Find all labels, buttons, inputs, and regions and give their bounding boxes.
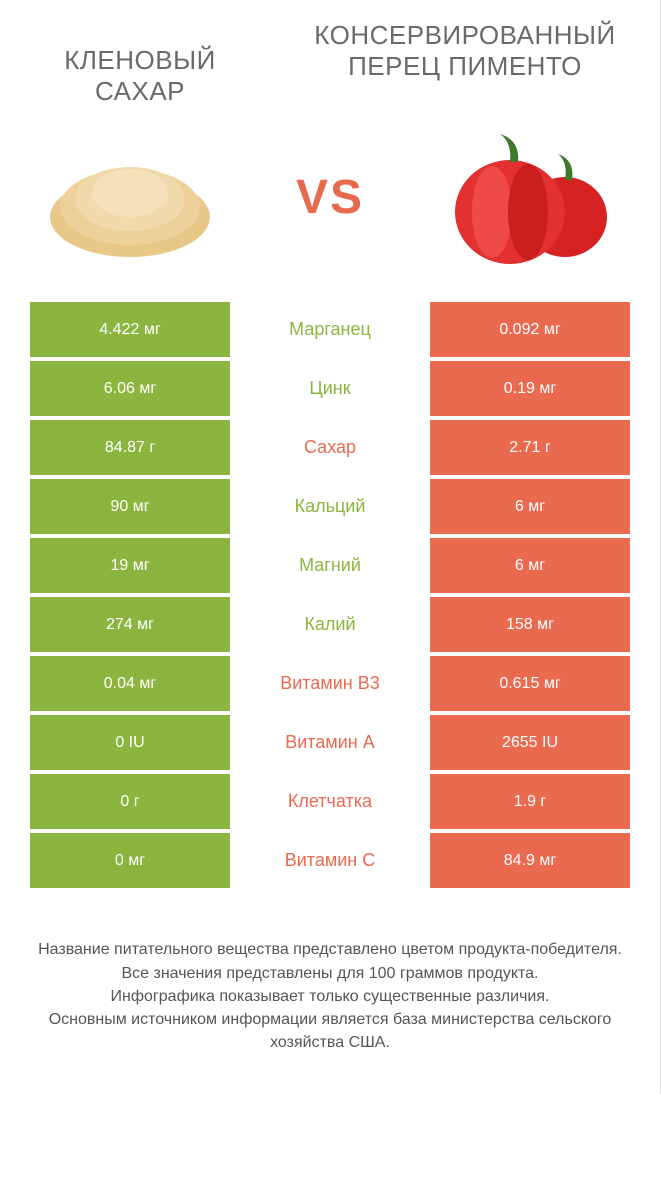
right-value: 84.9 мг xyxy=(430,833,630,888)
nutrient-label: Калий xyxy=(230,597,430,652)
left-value: 84.87 г xyxy=(30,420,230,475)
left-value: 274 мг xyxy=(30,597,230,652)
footer-text: Название питательного вещества представл… xyxy=(30,938,630,1054)
right-value: 0.615 мг xyxy=(430,656,630,711)
images-row: VS xyxy=(30,122,630,272)
left-value: 4.422 мг xyxy=(30,302,230,357)
table-row: 0.04 мгВитамин B30.615 мг xyxy=(30,656,630,711)
left-value: 90 мг xyxy=(30,479,230,534)
right-value: 2.71 г xyxy=(430,420,630,475)
right-value: 2655 IU xyxy=(430,715,630,770)
header: Кленовый сахар Консервированный перец Пи… xyxy=(30,20,630,107)
right-value: 0.092 мг xyxy=(430,302,630,357)
left-value: 6.06 мг xyxy=(30,361,230,416)
left-value: 19 мг xyxy=(30,538,230,593)
infographic-container: Кленовый сахар Консервированный перец Пи… xyxy=(0,0,661,1094)
table-row: 0 гКлетчатка1.9 г xyxy=(30,774,630,829)
left-value: 0 г xyxy=(30,774,230,829)
left-value: 0 мг xyxy=(30,833,230,888)
footer-line: Название питательного вещества представл… xyxy=(30,938,630,961)
footer-line: Все значения представлены для 100 граммо… xyxy=(30,962,630,985)
table-row: 4.422 мгМарганец0.092 мг xyxy=(30,302,630,357)
right-product-title: Консервированный перец Пименто xyxy=(300,20,630,82)
nutrient-label: Магний xyxy=(230,538,430,593)
nutrient-label: Сахар xyxy=(230,420,430,475)
comparison-table: 4.422 мгМарганец0.092 мг6.06 мгЦинк0.19 … xyxy=(30,302,630,888)
left-product-image xyxy=(30,122,230,272)
right-value: 6 мг xyxy=(430,538,630,593)
nutrient-label: Марганец xyxy=(230,302,430,357)
right-value: 1.9 г xyxy=(430,774,630,829)
table-row: 6.06 мгЦинк0.19 мг xyxy=(30,361,630,416)
right-product-image xyxy=(430,122,630,272)
table-row: 90 мгКальций6 мг xyxy=(30,479,630,534)
nutrient-label: Витамин C xyxy=(230,833,430,888)
nutrient-label: Кальций xyxy=(230,479,430,534)
nutrient-label: Клетчатка xyxy=(230,774,430,829)
left-value: 0.04 мг xyxy=(30,656,230,711)
right-value: 0.19 мг xyxy=(430,361,630,416)
nutrient-label: Цинк xyxy=(230,361,430,416)
nutrient-label: Витамин A xyxy=(230,715,430,770)
table-row: 0 мгВитамин C84.9 мг xyxy=(30,833,630,888)
footer-line: Основным источником информации является … xyxy=(30,1008,630,1054)
table-row: 274 мгКалий158 мг xyxy=(30,597,630,652)
left-product-title: Кленовый сахар xyxy=(30,45,250,107)
table-row: 0 IUВитамин A2655 IU xyxy=(30,715,630,770)
right-value: 158 мг xyxy=(430,597,630,652)
footer-line: Инфографика показывает только существенн… xyxy=(30,985,630,1008)
nutrient-label: Витамин B3 xyxy=(230,656,430,711)
table-row: 19 мгМагний6 мг xyxy=(30,538,630,593)
left-value: 0 IU xyxy=(30,715,230,770)
vs-label: VS xyxy=(296,170,364,225)
right-value: 6 мг xyxy=(430,479,630,534)
table-row: 84.87 гСахар2.71 г xyxy=(30,420,630,475)
